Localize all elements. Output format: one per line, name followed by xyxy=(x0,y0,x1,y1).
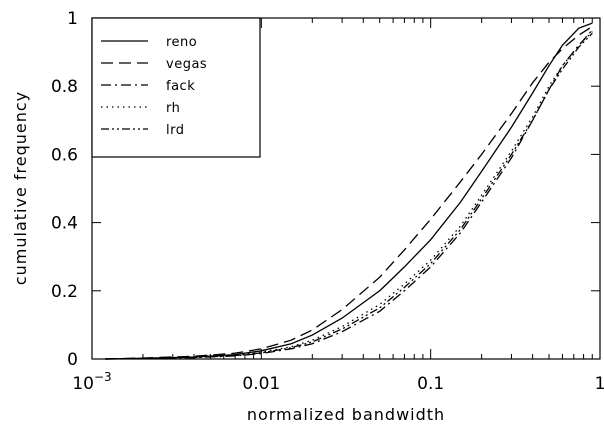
axis-ticks: 0 0.2 0.4 0.6 0.8 1 10−3 0.01 0.1 1 xyxy=(51,9,604,394)
series-line-reno xyxy=(105,22,593,360)
y-tick-label: 0.6 xyxy=(51,145,78,165)
series-lines xyxy=(105,22,593,360)
y-tick-label: 0.2 xyxy=(51,282,78,302)
legend-label-reno: reno xyxy=(166,35,197,50)
series-line-lrd xyxy=(105,32,593,360)
x-axis-label: normalized bandwidth xyxy=(247,405,445,424)
y-tick-label: 0 xyxy=(67,350,78,370)
x-tick-label: 0.01 xyxy=(242,374,280,394)
x-tick-label: 0.1 xyxy=(417,374,444,394)
plot-frame xyxy=(91,17,601,360)
y-tick-label: 1 xyxy=(67,9,78,29)
x-tick-label: 10−3 xyxy=(72,370,111,394)
y-tick-label: 0.4 xyxy=(51,214,78,234)
y-tick-label: 0.8 xyxy=(51,77,78,97)
legend: reno vegas fack rh lrd xyxy=(91,17,261,158)
legend-label-rh: rh xyxy=(166,101,180,116)
legend-label-vegas: vegas xyxy=(166,57,207,72)
legend-label-lrd: lrd xyxy=(166,123,184,138)
series-line-vegas xyxy=(105,25,593,360)
legend-label-fack: fack xyxy=(166,79,195,94)
y-axis-label: cumulative frequency xyxy=(11,91,30,285)
x-tick-label: 1 xyxy=(595,374,604,394)
